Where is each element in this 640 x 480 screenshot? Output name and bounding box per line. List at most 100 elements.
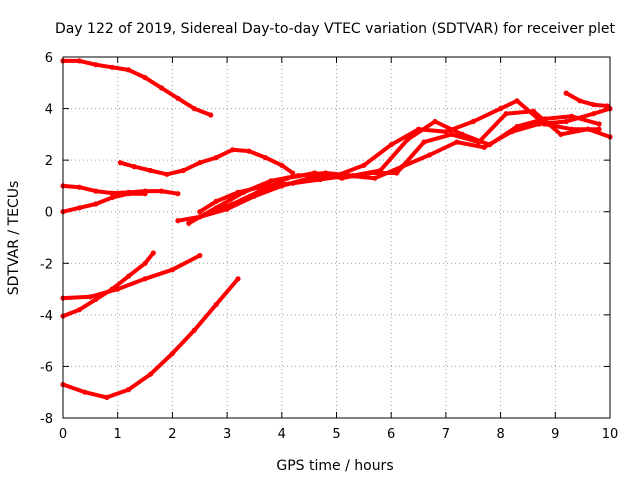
data-point xyxy=(164,171,170,177)
data-point xyxy=(257,188,263,194)
data-point xyxy=(268,178,274,184)
data-point xyxy=(126,273,132,279)
y-tick-label: 6 xyxy=(45,51,53,66)
data-point xyxy=(443,129,449,135)
series-arc-rising-d xyxy=(197,106,612,214)
x-tick-label: 4 xyxy=(278,427,286,442)
x-tick-label: 9 xyxy=(551,427,559,442)
data-point xyxy=(76,205,82,211)
x-axis-label: GPS time / hours xyxy=(276,458,393,474)
data-point xyxy=(126,191,132,197)
data-point xyxy=(230,147,236,153)
data-point xyxy=(213,155,219,161)
data-point xyxy=(208,112,214,118)
data-point xyxy=(290,180,296,186)
data-point xyxy=(344,173,350,179)
data-point xyxy=(454,139,460,145)
x-tick-label: 10 xyxy=(602,427,619,442)
data-point xyxy=(142,260,148,266)
y-tick-label: 0 xyxy=(45,206,53,221)
data-point xyxy=(104,394,110,400)
data-point xyxy=(202,211,208,217)
tick-layer: 0 1 2 3 4 5 6 7 8 9 10 -8 -6 -4 -2 0 2 4 6 xyxy=(40,51,618,442)
series-arc-near-one xyxy=(61,183,180,196)
data-point xyxy=(284,175,290,181)
data-point xyxy=(290,170,296,176)
x-tick-label: 1 xyxy=(114,427,122,442)
data-point xyxy=(426,152,433,158)
data-point xyxy=(235,189,241,195)
data-point xyxy=(191,327,197,333)
data-point xyxy=(405,136,411,143)
data-point xyxy=(366,170,372,176)
data-point xyxy=(503,111,509,117)
data-point xyxy=(399,164,405,170)
data-point xyxy=(421,139,427,145)
data-point xyxy=(279,162,285,168)
data-point xyxy=(262,183,268,189)
data-point xyxy=(93,201,99,207)
data-point xyxy=(432,118,438,125)
data-point xyxy=(312,170,318,176)
y-tick-label: 2 xyxy=(45,154,53,169)
data-point xyxy=(230,201,236,207)
x-tick-label: 7 xyxy=(442,427,450,442)
data-point xyxy=(158,188,165,194)
series-arc-top xyxy=(61,58,213,117)
data-point xyxy=(158,85,165,91)
data-point xyxy=(361,162,367,168)
data-point xyxy=(388,142,394,148)
data-point xyxy=(536,121,542,127)
data-point xyxy=(558,131,564,137)
data-point xyxy=(372,175,378,181)
data-point xyxy=(197,252,203,259)
data-point xyxy=(235,276,241,282)
y-axis-label: SDTVAR / TECUs xyxy=(6,181,22,296)
data-point xyxy=(213,301,219,308)
series-arc-upper-mid xyxy=(118,147,295,177)
data-point xyxy=(76,58,82,64)
data-point xyxy=(142,191,148,197)
data-point xyxy=(150,250,156,256)
data-point xyxy=(142,75,148,81)
data-point xyxy=(126,67,132,73)
data-point xyxy=(481,144,487,150)
data-point xyxy=(530,108,537,114)
y-tick-label: -2 xyxy=(40,257,53,272)
data-point xyxy=(476,139,482,145)
plot-frame xyxy=(62,56,611,419)
data-point xyxy=(82,389,88,395)
y-tick-label: -8 xyxy=(40,412,53,427)
data-point xyxy=(169,350,175,357)
data-point xyxy=(126,387,132,393)
data-point xyxy=(197,209,203,215)
y-tick-label: 4 xyxy=(45,103,53,118)
data-point xyxy=(117,160,123,166)
data-point xyxy=(147,167,154,174)
data-point xyxy=(93,62,99,68)
data-point xyxy=(514,98,520,104)
data-point xyxy=(246,148,252,154)
data-point xyxy=(180,167,186,174)
data-point xyxy=(175,191,181,197)
data-point xyxy=(142,276,148,282)
data-point xyxy=(577,98,583,104)
data-point xyxy=(191,106,197,112)
grid-layer xyxy=(63,57,610,418)
data-point xyxy=(93,296,99,302)
data-point xyxy=(76,307,82,313)
data-point xyxy=(498,106,504,112)
data-point xyxy=(591,102,597,108)
data-point xyxy=(169,267,175,273)
data-point xyxy=(109,190,115,196)
y-tick-label: -6 xyxy=(40,360,53,375)
data-point xyxy=(394,170,400,176)
data-point xyxy=(93,188,99,194)
data-point xyxy=(213,198,219,204)
data-point xyxy=(87,294,93,300)
data-point xyxy=(585,126,591,132)
data-point xyxy=(175,95,181,101)
data-point xyxy=(115,286,121,292)
